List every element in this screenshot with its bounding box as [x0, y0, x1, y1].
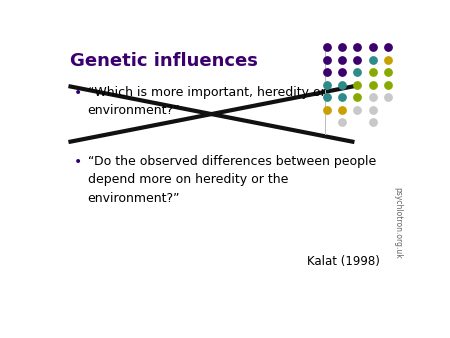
Point — [323, 57, 330, 62]
Text: depend more on heredity or the: depend more on heredity or the — [88, 173, 288, 186]
Text: •: • — [74, 155, 82, 169]
Point — [354, 94, 361, 100]
Point — [338, 119, 346, 125]
Point — [323, 69, 330, 75]
Point — [369, 69, 376, 75]
Point — [354, 107, 361, 112]
Point — [338, 107, 346, 112]
Point — [369, 57, 376, 62]
Point — [338, 57, 346, 62]
Text: psychlotron.org.uk: psychlotron.org.uk — [393, 187, 402, 259]
Point — [323, 94, 330, 100]
Point — [384, 69, 392, 75]
Text: “Which is more important, heredity or: “Which is more important, heredity or — [88, 86, 325, 99]
Point — [369, 107, 376, 112]
Point — [354, 69, 361, 75]
Point — [369, 82, 376, 87]
Point — [338, 44, 346, 50]
Point — [354, 82, 361, 87]
Point — [354, 57, 361, 62]
Text: •: • — [74, 86, 82, 100]
Text: environment?”: environment?” — [88, 104, 180, 117]
Point — [384, 57, 392, 62]
Point — [338, 82, 346, 87]
Point — [384, 94, 392, 100]
Point — [323, 44, 330, 50]
Text: Genetic influences: Genetic influences — [70, 52, 258, 70]
Text: Kalat (1998): Kalat (1998) — [307, 255, 380, 268]
Text: environment?”: environment?” — [88, 192, 180, 204]
Point — [384, 82, 392, 87]
Point — [369, 94, 376, 100]
Point — [369, 44, 376, 50]
Point — [323, 107, 330, 112]
Text: “Do the observed differences between people: “Do the observed differences between peo… — [88, 155, 376, 168]
Point — [338, 94, 346, 100]
Point — [323, 82, 330, 87]
Point — [338, 69, 346, 75]
Point — [384, 44, 392, 50]
Point — [354, 44, 361, 50]
Point — [369, 119, 376, 125]
